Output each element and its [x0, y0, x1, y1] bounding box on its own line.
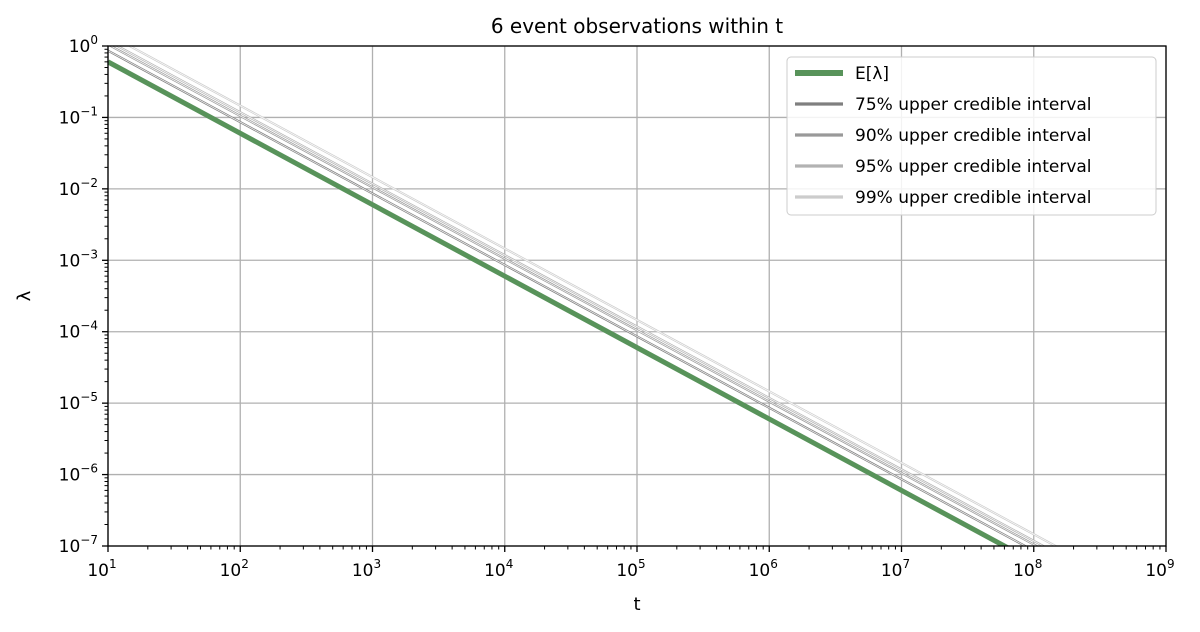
y-tick-label: 10−7	[59, 533, 98, 557]
y-tick-label: 10−4	[59, 319, 98, 343]
series-line-highlight	[116, 46, 1045, 546]
series-line-0	[108, 59, 1010, 546]
y-tick-label: 10−1	[59, 104, 98, 128]
y-tick-label: 10−6	[59, 462, 98, 486]
y-tick-label: 10−3	[59, 247, 98, 271]
ticks: 101 102 103 104 105 106 107 108 109 100 10−1 10−2 10…	[59, 33, 1175, 581]
legend-label: 95% upper credible interval	[855, 157, 1092, 177]
x-tick-label: 104	[484, 557, 513, 581]
legend-box	[786, 56, 1157, 216]
y-tick-label: 100	[69, 33, 98, 57]
x-tick-label: 102	[220, 557, 249, 581]
x-tick-label: 101	[87, 557, 116, 581]
legend: E[λ] 75% upper credible interval 90% upper…	[786, 56, 1157, 216]
y-tick-label: 10−5	[59, 390, 98, 414]
series-line-highlight	[108, 50, 1026, 546]
legend-label: 90% upper credible interval	[855, 126, 1092, 146]
legend-label: E[λ]	[855, 64, 889, 84]
series-line-highlight	[109, 46, 1038, 546]
x-tick-label: 105	[616, 557, 645, 581]
y-tick-label: 10−2	[59, 176, 98, 200]
x-axis-label: t	[633, 594, 640, 615]
x-tick-label: 109	[1145, 557, 1174, 581]
series-lines	[108, 46, 1058, 546]
x-tick-label: 107	[881, 557, 910, 581]
x-tick-label: 108	[1013, 557, 1042, 581]
legend-label: 75% upper credible interval	[855, 95, 1092, 115]
legend-label: 99% upper credible interval	[855, 188, 1092, 208]
y-axis-label: λ	[14, 290, 35, 301]
series-line-highlight	[128, 46, 1057, 546]
x-tick-label: 103	[352, 557, 381, 581]
chart-title: 6 event observations within t	[491, 14, 783, 38]
x-tick-label: 106	[749, 557, 778, 581]
